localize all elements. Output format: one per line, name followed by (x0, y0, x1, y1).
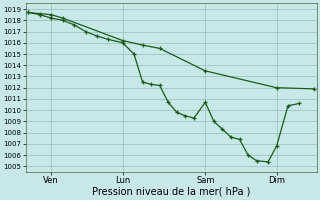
X-axis label: Pression niveau de la mer( hPa ): Pression niveau de la mer( hPa ) (92, 187, 250, 197)
